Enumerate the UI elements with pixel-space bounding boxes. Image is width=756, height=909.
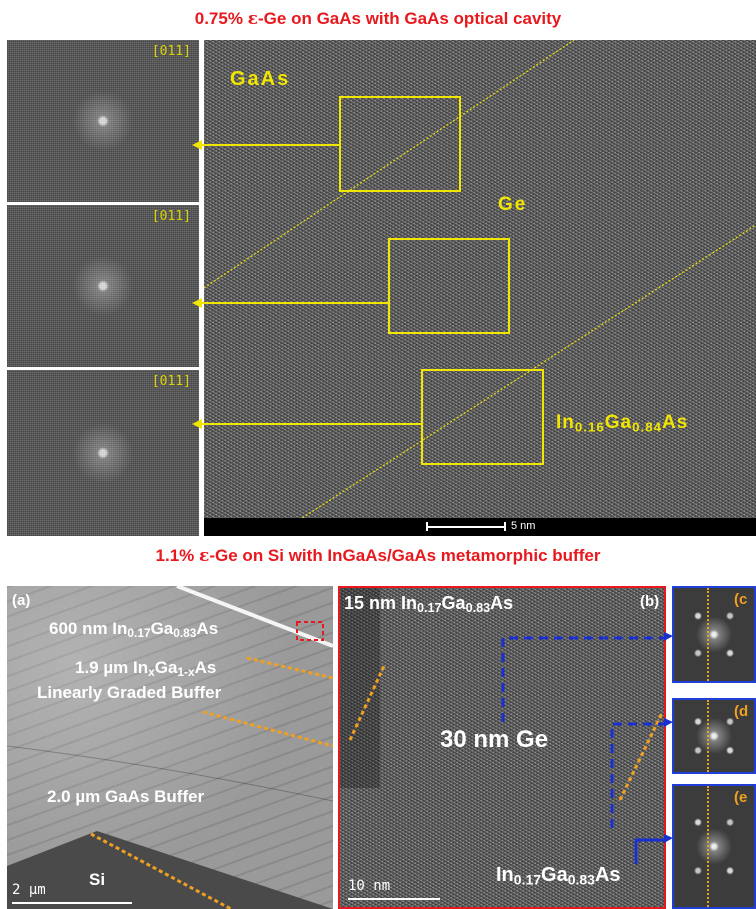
blue-path-c — [501, 636, 664, 722]
dashed-boundary-1 — [246, 656, 333, 680]
fft-label-1: [011] — [151, 44, 191, 59]
roi-box-ge — [388, 238, 510, 334]
substrate-label: Si — [89, 870, 106, 889]
scale-label: 5 nm — [511, 520, 536, 532]
si-substrate — [7, 831, 333, 909]
roi-box-gaas — [339, 96, 461, 192]
panel-c-guide — [707, 588, 709, 681]
label-ingaas: In0.16Ga0.84As — [556, 412, 689, 435]
fft-label-2: [011] — [151, 209, 191, 224]
interface-lines — [204, 40, 756, 521]
label-ge: Ge — [498, 194, 528, 215]
panel-b-top-label: 15 nm In0.17Ga0.83As — [344, 593, 514, 616]
blue-path-d — [610, 722, 664, 828]
fft-image-2: [011] — [7, 205, 199, 367]
layer3-label: 2.0 µm GaAs Buffer — [47, 787, 205, 806]
fft-image-1: [011] — [7, 40, 199, 202]
panel-b-scale-label: 10 nm — [348, 878, 391, 894]
dashed-boundary-3 — [90, 832, 232, 909]
panel-a-image: (a) 600 nm In0.17Ga0.83As 1.9 µm InxGa1-… — [7, 586, 333, 909]
panel-b-overlays — [340, 588, 664, 864]
ge-ingaas-interface — [298, 224, 756, 521]
panel-b-label: (b) — [640, 593, 660, 610]
panel-d-guide — [707, 700, 709, 772]
panel-e-label: (e — [734, 789, 748, 806]
label-gaas: GaAs — [230, 68, 291, 90]
fft-image-3: [011] — [7, 370, 199, 536]
panel-a-overlays — [7, 586, 333, 909]
scale-bar — [426, 526, 506, 528]
panel-b-dash-right — [618, 712, 664, 801]
roi-box-ingaas — [421, 369, 544, 465]
ge-layer-label: 30 nm Ge — [440, 726, 549, 753]
layer2-label: 1.9 µm InxGa1-xAs — [75, 658, 217, 679]
scale-bar-tick-left — [426, 522, 428, 531]
hrtem-image: 5 nm GaAs Ge In0.16Ga0.84As — [204, 40, 756, 536]
arrow-line-2 — [200, 302, 388, 304]
blue-arrowheads — [664, 632, 673, 843]
scale-bar-tick-right — [504, 522, 506, 531]
bottom-title: 1.1% ε-Ge on Si with InGaAs/GaAs metamor… — [155, 546, 601, 566]
red-roi-box — [296, 621, 324, 641]
arrowhead-3 — [192, 419, 202, 429]
surface-edge — [176, 586, 333, 648]
top-title: 0.75% ε-Ge on GaAs with GaAs optical cav… — [194, 9, 562, 29]
panel-b-image: 15 nm In0.17Ga0.83As (b) 30 nm Ge In0.17… — [338, 586, 666, 909]
panel-c-fft: (c — [672, 586, 756, 683]
arrowhead-e — [664, 834, 673, 843]
panel-b-scale-bar — [348, 898, 440, 900]
panel-d-label: (d — [734, 703, 749, 720]
arrowhead-1 — [192, 140, 202, 150]
arrow-line-1 — [200, 144, 339, 146]
dashed-boundary-2 — [202, 710, 333, 748]
panel-c-label: (c — [734, 591, 748, 608]
arrowhead-d — [664, 718, 673, 727]
panel-a-label: (a) — [12, 592, 31, 609]
arrowhead-2 — [192, 298, 202, 308]
fft-label-3: [011] — [151, 374, 191, 389]
panel-e-guide — [707, 786, 709, 907]
arrow-line-3 — [200, 423, 421, 425]
panel-d-fft: (d — [672, 698, 756, 774]
arrowheads — [192, 140, 202, 429]
arrowhead-c — [664, 632, 673, 641]
panel-a-scale-bar — [12, 902, 132, 904]
panel-b-bottom-label: In0.17Ga0.83As — [496, 864, 621, 888]
layer1-label: 600 nm In0.17Ga0.83As — [49, 619, 219, 640]
blue-path-e — [634, 838, 664, 864]
scale-bar-strip: 5 nm — [204, 518, 756, 536]
panel-e-fft: (e — [672, 784, 756, 909]
interface-shade — [7, 745, 333, 802]
panel-a-scale-label: 2 µm — [12, 882, 46, 898]
layer2-line2: Linearly Graded Buffer — [37, 683, 222, 702]
